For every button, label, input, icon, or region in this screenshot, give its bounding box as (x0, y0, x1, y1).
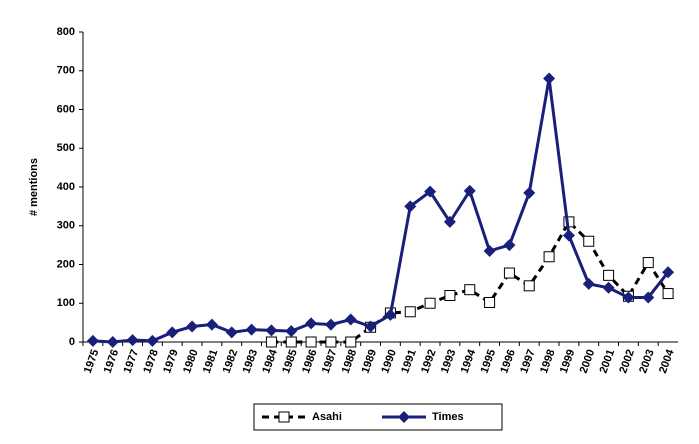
legend-label: Times (432, 411, 464, 423)
marker (305, 336, 317, 348)
x-tick-label: 1978 (141, 348, 161, 375)
x-tick-label: 1998 (538, 348, 558, 375)
marker (205, 318, 218, 331)
x-tick-label: 1988 (340, 348, 360, 375)
marker (285, 325, 298, 338)
x-tick-label: 1992 (419, 348, 439, 375)
y-tick-label: 500 (57, 142, 75, 154)
marker (463, 184, 476, 197)
y-tick-label: 800 (57, 26, 75, 38)
marker (325, 336, 337, 348)
legend-label: Asahi (312, 411, 342, 423)
x-tick-label: 1993 (439, 348, 459, 375)
series-line (271, 219, 670, 344)
marker (543, 72, 556, 85)
x-tick-label: 1977 (121, 348, 141, 375)
x-tick-label: 1997 (518, 348, 538, 375)
x-tick-label: 1987 (320, 348, 340, 375)
marker (424, 185, 437, 198)
marker (285, 336, 297, 348)
marker (126, 334, 139, 347)
x-tick-label: 1984 (260, 347, 280, 375)
x-tick-label: 2000 (578, 348, 598, 375)
y-tick-label: 300 (57, 220, 75, 232)
legend-box (253, 403, 503, 431)
y-tick-label: 0 (69, 336, 75, 348)
marker (483, 244, 496, 257)
y-tick-label: 700 (57, 65, 75, 77)
marker (662, 266, 675, 279)
marker (424, 297, 436, 309)
marker (484, 296, 496, 308)
marker (384, 308, 397, 321)
marker (642, 291, 655, 304)
x-tick-label: 1989 (359, 348, 379, 375)
x-tick-label: 1991 (399, 348, 419, 375)
x-tick-label: 2001 (597, 348, 617, 375)
marker (503, 267, 515, 279)
marker (398, 411, 410, 423)
x-tick-label: 1983 (240, 348, 260, 375)
x-tick-label: 2004 (657, 347, 677, 375)
y-axis-label: # mentions (28, 158, 40, 216)
marker (404, 200, 417, 213)
x-tick-label: 1990 (379, 348, 399, 375)
marker (278, 411, 290, 423)
y-tick-label: 400 (57, 181, 75, 193)
x-tick-label: 1994 (459, 347, 479, 375)
y-tick-label: 600 (57, 103, 75, 115)
x-tick-label: 1985 (280, 348, 300, 375)
marker (523, 186, 536, 199)
x-tick-label: 1980 (181, 348, 201, 375)
marker (265, 324, 278, 337)
marker (265, 336, 277, 348)
legend: Asahi Times (253, 403, 503, 431)
marker (404, 306, 416, 318)
marker (662, 288, 674, 300)
x-tick-label: 2002 (617, 348, 637, 375)
y-tick-label: 200 (57, 258, 75, 270)
x-tick-label: 1999 (558, 348, 578, 375)
x-tick-label: 1982 (221, 348, 241, 375)
marker (622, 291, 635, 304)
marker (543, 251, 555, 263)
marker (603, 269, 615, 281)
x-tick-label: 1995 (478, 348, 498, 375)
marker (146, 334, 159, 347)
marker (523, 280, 535, 292)
marker (245, 323, 258, 336)
x-tick-label: 2003 (637, 348, 657, 375)
y-tick-label: 100 (57, 297, 75, 309)
marker (225, 326, 238, 339)
marker (86, 334, 99, 347)
marker (324, 318, 337, 331)
x-tick-label: 1979 (161, 348, 181, 375)
marker (503, 239, 516, 252)
marker (642, 257, 654, 269)
x-tick-label: 1986 (300, 348, 320, 375)
marker (305, 317, 318, 330)
marker (364, 320, 377, 333)
marker (344, 313, 357, 326)
marker (443, 215, 456, 228)
marker (602, 281, 615, 294)
series-line (92, 78, 670, 344)
marker (464, 284, 476, 296)
x-tick-label: 1996 (498, 348, 518, 375)
marker (166, 326, 179, 339)
marker (444, 290, 456, 301)
marker (106, 336, 119, 348)
x-tick-label: 1976 (102, 348, 122, 375)
marker (583, 235, 595, 247)
marker (345, 336, 357, 348)
marker (562, 229, 575, 242)
x-tick-label: 1975 (82, 348, 102, 375)
x-tick-label: 1981 (201, 348, 221, 375)
marker (582, 277, 595, 290)
marker (186, 320, 199, 333)
